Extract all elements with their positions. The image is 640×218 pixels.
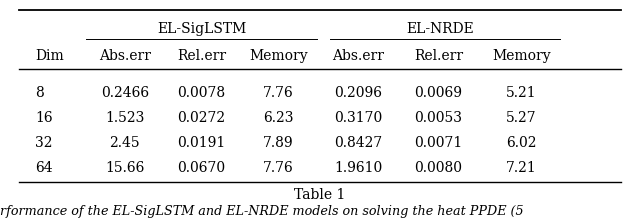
Text: 2.45: 2.45 [109, 136, 140, 150]
Text: 15.66: 15.66 [105, 161, 145, 175]
Text: 0.8427: 0.8427 [334, 136, 383, 150]
Text: 0.2466: 0.2466 [100, 86, 149, 100]
Text: 0.0078: 0.0078 [177, 86, 226, 100]
Text: Dim: Dim [35, 49, 64, 63]
Text: 6.02: 6.02 [506, 136, 537, 150]
Text: 0.0069: 0.0069 [415, 86, 463, 100]
Text: EL-SigLSTM: EL-SigLSTM [157, 22, 246, 36]
Text: 0.0053: 0.0053 [415, 111, 463, 125]
Text: 0.0080: 0.0080 [415, 161, 463, 175]
Text: 32: 32 [35, 136, 52, 150]
Text: Table 1: Table 1 [294, 188, 346, 202]
Text: Abs.err: Abs.err [99, 49, 151, 63]
Text: Rel.err: Rel.err [177, 49, 226, 63]
Text: 0.2096: 0.2096 [335, 86, 383, 100]
Text: Abs.err: Abs.err [332, 49, 385, 63]
Text: 0.0272: 0.0272 [177, 111, 226, 125]
Text: 0.3170: 0.3170 [334, 111, 383, 125]
Text: 0.0071: 0.0071 [414, 136, 463, 150]
Text: rformance of the EL-SigLSTM and EL-NRDE models on solving the heat PPDE (5: rformance of the EL-SigLSTM and EL-NRDE … [0, 204, 524, 218]
Text: 7.76: 7.76 [263, 161, 294, 175]
Text: Memory: Memory [249, 49, 308, 63]
Text: Rel.err: Rel.err [414, 49, 463, 63]
Text: 64: 64 [35, 161, 53, 175]
Text: EL-NRDE: EL-NRDE [406, 22, 474, 36]
Text: 7.21: 7.21 [506, 161, 537, 175]
Text: 16: 16 [35, 111, 53, 125]
Text: 6.23: 6.23 [263, 111, 294, 125]
Text: 1.9610: 1.9610 [334, 161, 383, 175]
Text: 7.89: 7.89 [263, 136, 294, 150]
Text: 5.27: 5.27 [506, 111, 537, 125]
Text: 0.0191: 0.0191 [177, 136, 226, 150]
Text: 1.523: 1.523 [105, 111, 145, 125]
Text: 7.76: 7.76 [263, 86, 294, 100]
Text: 0.0670: 0.0670 [177, 161, 226, 175]
Text: 5.21: 5.21 [506, 86, 537, 100]
Text: Memory: Memory [492, 49, 551, 63]
Text: 8: 8 [35, 86, 44, 100]
